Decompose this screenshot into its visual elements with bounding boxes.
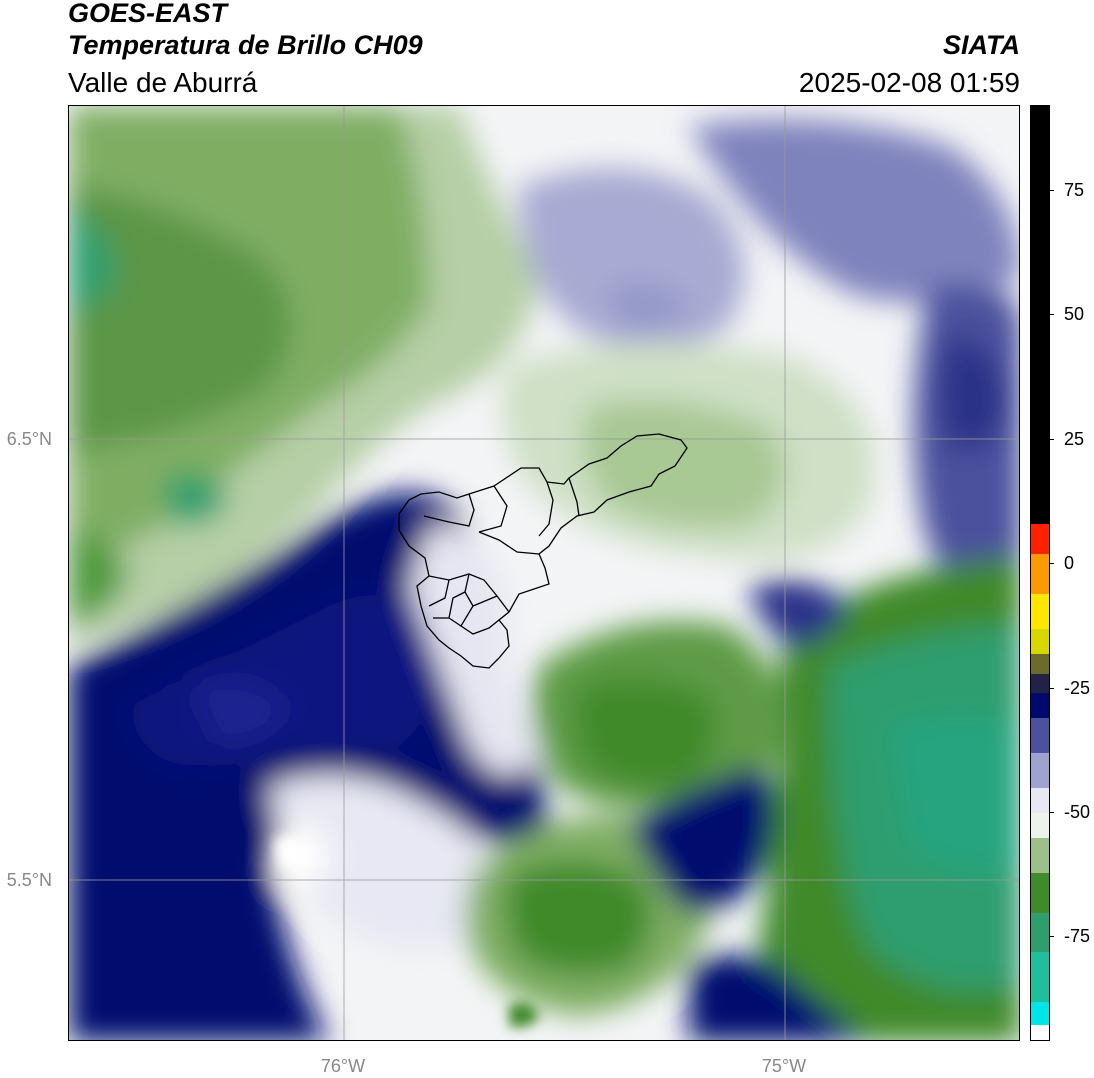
lat-label: 5.5°N (6, 870, 52, 890)
gridlines (69, 106, 1019, 1040)
lon-label: 75°W (761, 1056, 807, 1076)
colorbar-segment (1031, 872, 1049, 913)
colorbar-tick-label: 25 (1064, 428, 1085, 449)
colorbar-segment (1031, 628, 1049, 654)
colorbar-tick-mark (1049, 811, 1054, 813)
colorbar-tick-label: -50 (1064, 801, 1091, 822)
colorbar-tick-mark (1049, 438, 1054, 440)
colorbar (1030, 105, 1050, 1041)
colorbar-tick-label: -25 (1064, 677, 1091, 698)
valle-de-aburra-boundary (398, 433, 688, 669)
colorbar-tick-label: 75 (1064, 179, 1085, 200)
colorbar-tick-mark (1049, 687, 1054, 689)
lon-label: 76°W (320, 1056, 366, 1076)
lat-label: 6.5°N (6, 429, 52, 449)
colorbar-segment (1031, 673, 1049, 694)
colorbar-segment (1031, 554, 1049, 594)
colorbar-segment (1031, 1002, 1049, 1025)
colorbar-segment (1031, 952, 1049, 1003)
colorbar-segment (1031, 106, 1049, 525)
colorbar-segment (1031, 1024, 1049, 1040)
colorbar-segment (1031, 837, 1049, 873)
colorbar-tick-label: 50 (1064, 304, 1085, 325)
region-label: Valle de Aburrá (68, 67, 258, 98)
brightness-temperature-field (69, 106, 1019, 1040)
colorbar-tick-label: 0 (1064, 553, 1075, 574)
product-title: Temperatura de Brillo CH09 (68, 30, 423, 60)
colorbar-segment (1031, 524, 1049, 555)
colorbar-tick-mark (1049, 563, 1054, 565)
colorbar-segment (1031, 912, 1049, 953)
colorbar-segment (1031, 693, 1049, 719)
organization-label: SIATA (943, 30, 1020, 60)
timestamp-label: 2025-02-08 01:59 (798, 67, 1020, 98)
colorbar-segment (1031, 718, 1049, 754)
colorbar-tick-mark (1049, 936, 1054, 938)
satellite-title: GOES-EAST (68, 0, 228, 28)
colorbar-tick-mark (1049, 189, 1054, 191)
colorbar-segment (1031, 812, 1049, 838)
colorbar-tick-mark (1049, 314, 1054, 316)
map-panel[interactable] (68, 105, 1020, 1041)
colorbar-tick-label: -75 (1064, 926, 1091, 947)
colorbar-segment (1031, 788, 1049, 813)
colorbar-segment (1031, 653, 1049, 674)
colorbar-segment (1031, 753, 1049, 789)
colorbar-segment (1031, 593, 1049, 629)
